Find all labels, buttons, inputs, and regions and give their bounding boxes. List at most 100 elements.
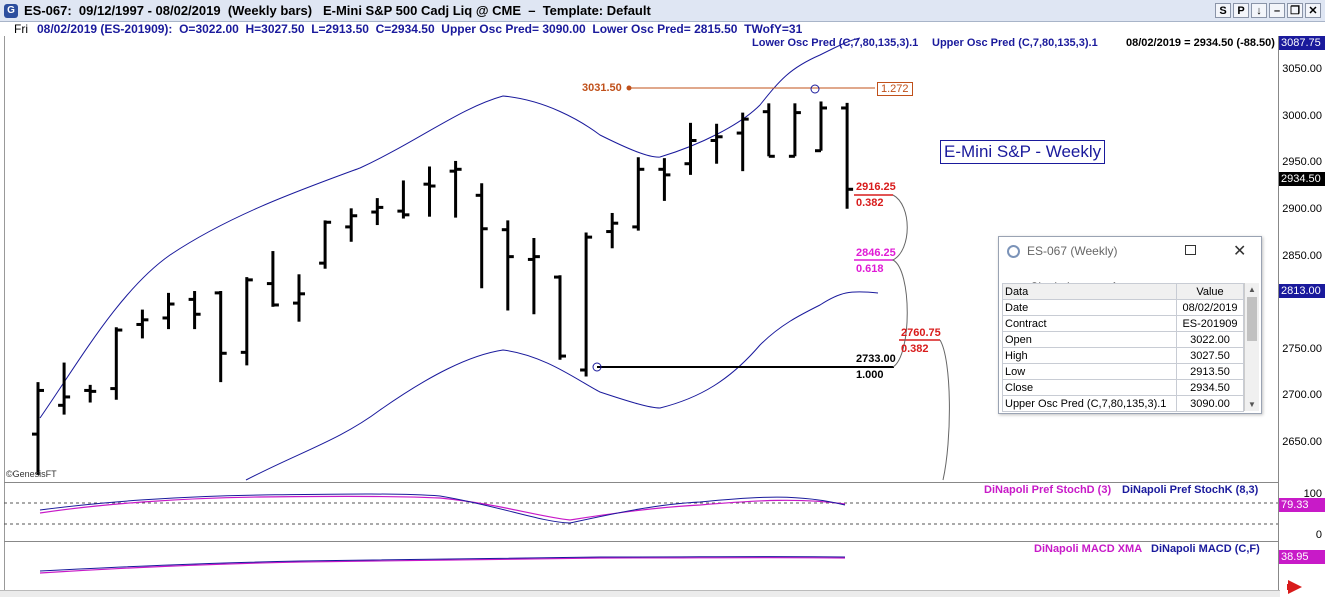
data-window[interactable]: ES-067 (Weekly) ✕ ✓Single bar ✓Auto-sync… (998, 236, 1262, 414)
scroll-up-icon[interactable]: ▲ (1248, 285, 1256, 294)
restore-button[interactable]: ❐ (1287, 3, 1303, 18)
ohlc-bar[interactable] (841, 102, 854, 209)
header-data[interactable]: Data (1002, 283, 1177, 300)
ohlc-bar[interactable] (84, 384, 97, 403)
data-window-titlebar[interactable]: ES-067 (Weekly) ✕ (999, 237, 1261, 265)
data-window-scrollbar[interactable]: ▲ ▼ (1244, 283, 1259, 411)
ohlc-bar[interactable] (762, 103, 775, 158)
row-value: 3027.50 (1176, 347, 1244, 364)
ohlc-bar[interactable] (475, 183, 488, 289)
table-row[interactable]: Contract ES-201909 (1002, 315, 1244, 332)
ohlc-bar[interactable] (293, 274, 305, 322)
price-tick: 2900.00 (1282, 203, 1322, 215)
panel-divider-1[interactable] (4, 482, 1278, 483)
ohlc-bar[interactable] (423, 166, 436, 217)
ohlc-bar[interactable] (606, 212, 619, 249)
price-tick: 2650.00 (1282, 436, 1322, 448)
ohlc-bar[interactable] (658, 158, 671, 201)
ohlc-bar[interactable] (449, 160, 462, 218)
header-value[interactable]: Value (1176, 283, 1244, 300)
legend-lower: Lower Osc Pred (C,7,80,135,3).1 (752, 37, 919, 49)
ohlc-bar[interactable] (501, 220, 514, 311)
table-row[interactable]: High 3027.50 (1002, 347, 1244, 364)
ohlc-bar[interactable] (266, 251, 279, 307)
window-titlebar: G ES-067: 09/12/1997 - 08/02/2019 (Weekl… (0, 0, 1325, 22)
row-value: 08/02/2019 (1176, 299, 1244, 316)
s-button[interactable]: S (1215, 3, 1231, 18)
close-button[interactable]: ✕ (1305, 3, 1321, 18)
ohlc-bar[interactable] (710, 123, 723, 164)
stoch-tick-0: 0 (1315, 529, 1322, 541)
row-value: 3022.00 (1176, 331, 1244, 348)
swing-low-marker (592, 362, 602, 372)
time-scrollbar[interactable] (0, 590, 1280, 597)
ohlc-bar[interactable] (319, 220, 332, 269)
stochk-label: DiNapoli Pref StochK (8,3) (1122, 484, 1259, 496)
ohlc-bar[interactable] (632, 157, 645, 231)
resistance-label: 3031.50 (582, 82, 622, 94)
ohlc-bar[interactable] (32, 382, 44, 475)
ohlc-bar[interactable] (580, 232, 593, 377)
row-label: Date (1002, 299, 1177, 316)
upper-band-line (39, 37, 861, 419)
bar-day: Fri (14, 22, 28, 36)
macd-line (39, 556, 846, 572)
window-buttons: S P ↓ – ❐ ✕ (1215, 3, 1321, 18)
price-tick: 3050.00 (1282, 63, 1322, 75)
price-chart[interactable] (0, 0, 1278, 596)
table-row[interactable]: Upper Osc Pred (C,7,80,135,3).1 3090.00 (1002, 395, 1244, 412)
panel-divider-2[interactable] (4, 541, 1278, 542)
sync-button[interactable]: ↓ (1251, 3, 1267, 18)
scroll-right-arrow[interactable] (1288, 580, 1302, 594)
macd-xma-label: DiNapoli MACD XMA (1034, 543, 1143, 555)
window-title: ES-067: 09/12/1997 - 08/02/2019 (Weekly … (24, 3, 651, 18)
fib-price-1: 2916.25 (856, 181, 896, 193)
ohlc-bar[interactable] (788, 103, 801, 158)
ohlc-bar[interactable] (240, 277, 253, 366)
lower-band-line (245, 291, 879, 481)
ohlc-bar[interactable] (684, 122, 697, 175)
row-value: 3090.00 (1176, 395, 1244, 412)
data-table: Data Value Date 08/02/2019 Contract ES-201… (1002, 283, 1244, 412)
watermark: ©GenesisFT (6, 469, 57, 479)
fib-bracket-2 (939, 339, 950, 481)
indicator-panels[interactable] (0, 482, 1278, 592)
fib-price-3: 2760.75 (901, 327, 941, 339)
ohlc-bar[interactable] (136, 309, 149, 339)
row-value: ES-201909 (1176, 315, 1244, 332)
price-axis[interactable]: 3087.75 3050.00 3000.00 2950.00 2934.50 … (1278, 36, 1325, 596)
table-row[interactable]: Date 08/02/2019 (1002, 299, 1244, 316)
p-button[interactable]: P (1233, 3, 1249, 18)
ohlc-bar[interactable] (188, 291, 201, 330)
macd-xma-line (39, 556, 846, 574)
swing-high-marker (810, 84, 820, 94)
stochd-line (39, 495, 846, 521)
plot-area[interactable] (4, 36, 1279, 594)
fib-ratio-2: 0.618 (856, 263, 884, 275)
maximize-icon[interactable] (1185, 245, 1196, 255)
ohlc-bar[interactable] (214, 291, 227, 383)
ohlc-bar[interactable] (527, 238, 540, 315)
row-label: Upper Osc Pred (C,7,80,135,3).1 (1002, 395, 1177, 412)
minimize-button[interactable]: – (1269, 3, 1285, 18)
close-icon[interactable]: ✕ (1233, 243, 1247, 260)
stochd-label: DiNapoli Pref StochD (3) (984, 484, 1112, 496)
ohlc-bar[interactable] (58, 362, 71, 415)
ohlc-bar[interactable] (397, 180, 410, 219)
scroll-down-icon[interactable]: ▼ (1248, 400, 1256, 409)
app-icon: G (4, 4, 18, 18)
fib-ratio-3: 0.382 (901, 343, 929, 355)
table-row[interactable]: Close 2934.50 (1002, 379, 1244, 396)
ohlc-bar[interactable] (162, 292, 175, 330)
ohlc-bar[interactable] (345, 208, 358, 242)
scroll-thumb[interactable] (1247, 297, 1257, 341)
table-row[interactable]: Open 3022.00 (1002, 331, 1244, 348)
ohlc-bar[interactable] (371, 198, 384, 226)
last-price-tag: 2934.50 (1279, 172, 1325, 186)
ohlc-bar[interactable] (736, 112, 749, 172)
ohlc-bar[interactable] (815, 101, 827, 153)
table-row[interactable]: Low 2913.50 (1002, 363, 1244, 380)
ohlc-bar[interactable] (110, 327, 123, 400)
row-value: 2934.50 (1176, 379, 1244, 396)
ohlc-bar[interactable] (554, 275, 566, 360)
